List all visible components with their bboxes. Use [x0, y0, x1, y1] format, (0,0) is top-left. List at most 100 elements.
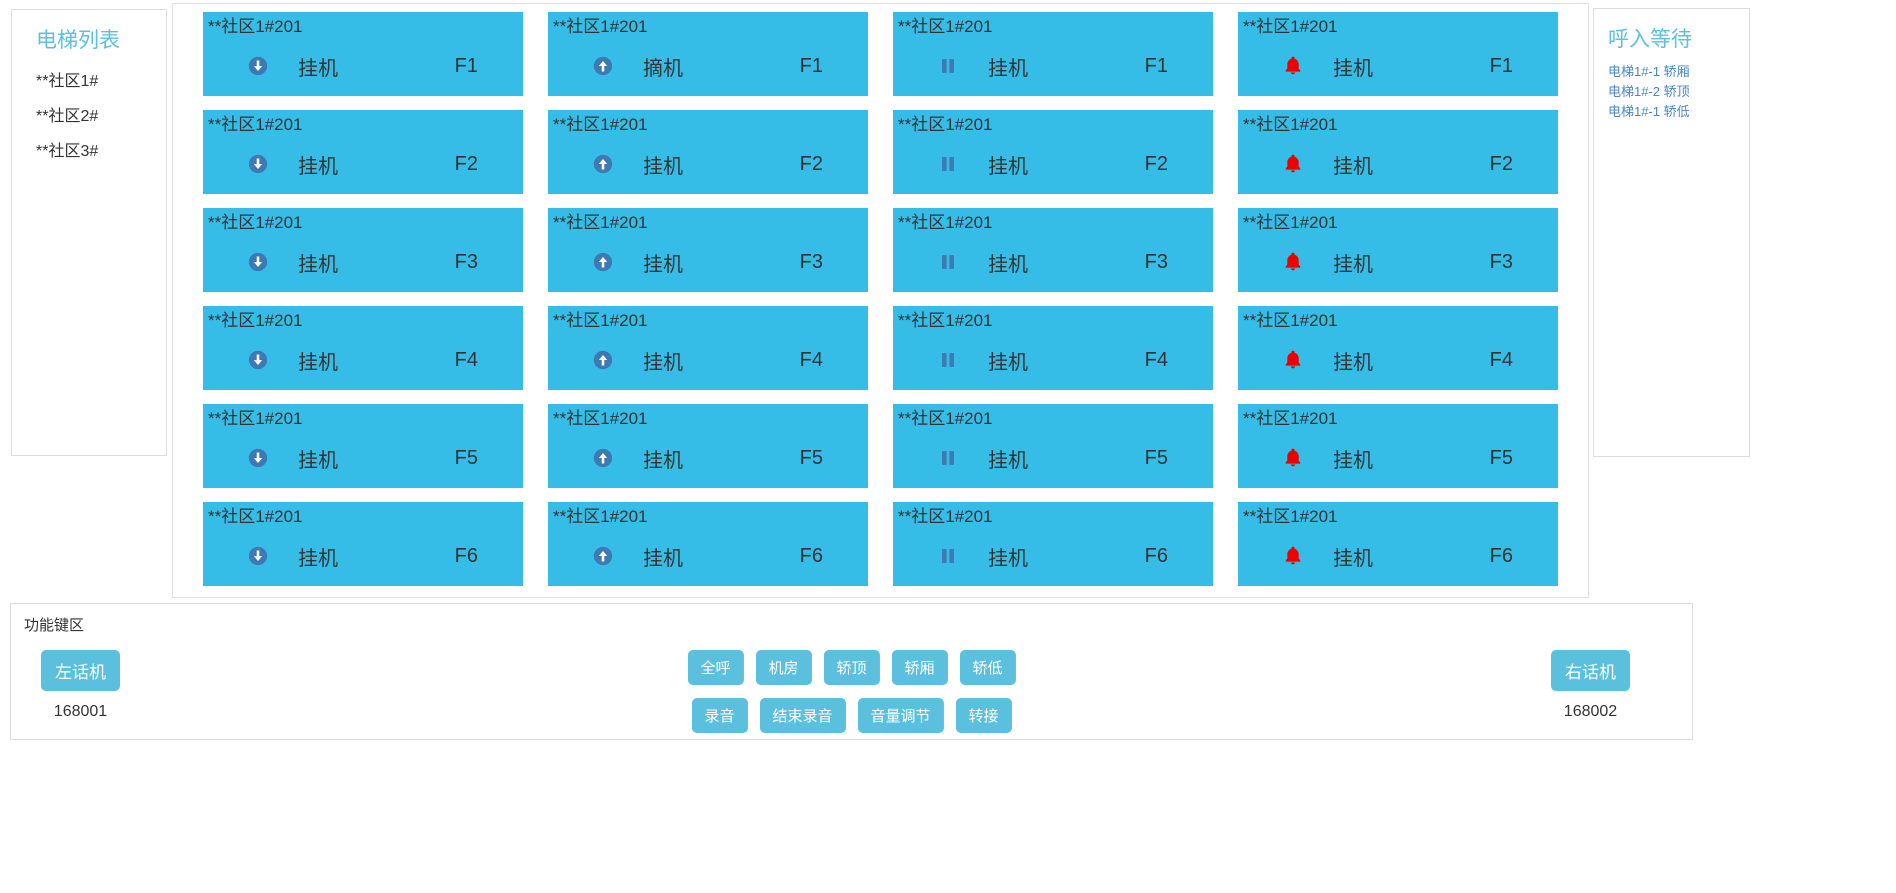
card-floor-label: F3 — [1144, 250, 1168, 273]
card-title: **社区1#201 — [1243, 17, 1338, 36]
elevator-list-panel: 电梯列表 **社区1# **社区2# **社区3# — [11, 9, 167, 456]
sidebar-item-community-1[interactable]: **社区1# — [36, 73, 99, 90]
elevator-card[interactable]: **社区1#201 挂机 F3 — [203, 208, 523, 292]
card-floor-label: F4 — [799, 348, 823, 371]
card-status-row: 挂机 F3 — [1238, 235, 1558, 289]
sidebar-item-community-3[interactable]: **社区3# — [36, 143, 99, 160]
card-title: **社区1#201 — [898, 115, 993, 134]
card-status-row: 挂机 F3 — [893, 235, 1213, 289]
car-top-button[interactable]: 轿顶 — [823, 650, 880, 685]
card-floor-label: F6 — [1489, 544, 1513, 567]
all-call-button[interactable]: 全呼 — [687, 650, 744, 685]
elevator-card[interactable]: **社区1#201 挂机 F3 — [893, 208, 1213, 292]
elevator-card[interactable]: **社区1#201 挂机 F4 — [548, 306, 868, 390]
card-title: **社区1#201 — [553, 311, 648, 330]
waiting-call-item[interactable]: 电梯1#-1 轿低 — [1608, 104, 1690, 119]
card-title: **社区1#201 — [898, 409, 993, 428]
card-status-row: 摘机 F1 — [548, 39, 868, 93]
arrow-down-circle-icon — [247, 55, 269, 77]
waiting-call-item[interactable]: 电梯1#-2 轿顶 — [1608, 84, 1690, 99]
card-status: 挂机 — [643, 155, 683, 178]
record-button[interactable]: 录音 — [691, 698, 748, 733]
elevator-card[interactable]: **社区1#201 挂机 F1 — [893, 12, 1213, 96]
card-floor-label: F4 — [1489, 348, 1513, 371]
card-title: **社区1#201 — [553, 409, 648, 428]
elevator-card[interactable]: **社区1#201 挂机 F3 — [1238, 208, 1558, 292]
card-status: 挂机 — [988, 449, 1028, 472]
elevator-card[interactable]: **社区1#201 挂机 F5 — [548, 404, 868, 488]
volume-adjust-button[interactable]: 音量调节 — [857, 698, 944, 733]
card-status-row: 挂机 F3 — [203, 235, 523, 289]
arrow-down-circle-icon — [247, 251, 269, 273]
card-floor-label: F3 — [1489, 250, 1513, 273]
card-floor-label: F5 — [1144, 446, 1168, 469]
elevator-card[interactable]: **社区1#201 挂机 F4 — [203, 306, 523, 390]
elevator-card[interactable]: **社区1#201 挂机 F6 — [1238, 502, 1558, 586]
card-status: 挂机 — [1333, 547, 1373, 570]
elevator-card[interactable]: **社区1#201 挂机 F6 — [203, 502, 523, 586]
pause-icon — [937, 251, 959, 273]
arrow-up-circle-icon — [592, 545, 614, 567]
card-floor-label: F2 — [1144, 152, 1168, 175]
arrow-up-circle-icon — [592, 447, 614, 469]
incoming-call-title: 呼入等待 — [1608, 28, 1692, 51]
card-status-row: 挂机 F6 — [1238, 529, 1558, 583]
pause-icon — [937, 55, 959, 77]
function-button-row-1: 全呼 机房 轿顶 轿厢 轿低 — [687, 650, 1016, 685]
elevator-card[interactable]: **社区1#201 挂机 F2 — [203, 110, 523, 194]
elevator-card[interactable]: **社区1#201 挂机 F1 — [1238, 12, 1558, 96]
elevator-grid: **社区1#201 挂机 F1 **社区1#201 挂机 F2 **社区1#201 挂机 F3 *… — [172, 3, 1589, 598]
bell-icon — [1282, 447, 1304, 469]
car-bottom-button[interactable]: 轿低 — [959, 650, 1016, 685]
elevator-list: **社区1# **社区2# **社区3# — [36, 64, 166, 169]
card-title: **社区1#201 — [1243, 213, 1338, 232]
card-title: **社区1#201 — [553, 115, 648, 134]
elevator-card[interactable]: **社区1#201 挂机 F5 — [893, 404, 1213, 488]
elevator-card[interactable]: **社区1#201 挂机 F6 — [548, 502, 868, 586]
card-floor-label: F5 — [1489, 446, 1513, 469]
stop-record-button[interactable]: 结束录音 — [759, 698, 846, 733]
card-title: **社区1#201 — [898, 213, 993, 232]
left-phone-button[interactable]: 左话机 — [41, 650, 120, 691]
elevator-card[interactable]: **社区1#201 挂机 F4 — [1238, 306, 1558, 390]
card-floor-label: F2 — [799, 152, 823, 175]
waiting-call-list: 电梯1#-1 轿厢 电梯1#-2 轿顶 电梯1#-1 轿低 — [1608, 62, 1749, 122]
elevator-card[interactable]: **社区1#201 挂机 F5 — [1238, 404, 1558, 488]
elevator-card[interactable]: **社区1#201 挂机 F5 — [203, 404, 523, 488]
transfer-button[interactable]: 转接 — [955, 698, 1012, 733]
elevator-card[interactable]: **社区1#201 挂机 F4 — [893, 306, 1213, 390]
elevator-card[interactable]: **社区1#201 挂机 F2 — [1238, 110, 1558, 194]
card-floor-label: F5 — [799, 446, 823, 469]
card-status: 挂机 — [988, 57, 1028, 80]
card-title: **社区1#201 — [553, 213, 648, 232]
elevator-card[interactable]: **社区1#201 挂机 F3 — [548, 208, 868, 292]
card-status: 挂机 — [988, 155, 1028, 178]
card-status: 挂机 — [298, 155, 338, 178]
card-status-row: 挂机 F4 — [893, 333, 1213, 387]
car-cabin-button[interactable]: 轿厢 — [891, 650, 948, 685]
card-status-row: 挂机 F2 — [203, 137, 523, 191]
card-status: 挂机 — [988, 547, 1028, 570]
card-status: 挂机 — [643, 449, 683, 472]
card-floor-label: F4 — [454, 348, 478, 371]
elevator-list-title: 电梯列表 — [36, 29, 120, 52]
card-status: 挂机 — [643, 351, 683, 374]
elevator-card[interactable]: **社区1#201 摘机 F1 — [548, 12, 868, 96]
waiting-call-item[interactable]: 电梯1#-1 轿厢 — [1608, 64, 1690, 79]
card-status-row: 挂机 F5 — [893, 431, 1213, 485]
machine-room-button[interactable]: 机房 — [755, 650, 812, 685]
card-status: 挂机 — [298, 253, 338, 276]
right-phone-button[interactable]: 右话机 — [1551, 650, 1630, 691]
card-status-row: 挂机 F2 — [893, 137, 1213, 191]
sidebar-item-community-2[interactable]: **社区2# — [36, 108, 99, 125]
card-floor-label: F2 — [1489, 152, 1513, 175]
card-status: 挂机 — [1333, 57, 1373, 80]
right-phone-group: 右话机 168002 — [1551, 650, 1630, 721]
card-title: **社区1#201 — [1243, 409, 1338, 428]
bell-icon — [1282, 153, 1304, 175]
elevator-card[interactable]: **社区1#201 挂机 F2 — [548, 110, 868, 194]
elevator-card[interactable]: **社区1#201 挂机 F6 — [893, 502, 1213, 586]
elevator-card[interactable]: **社区1#201 挂机 F2 — [893, 110, 1213, 194]
elevator-card[interactable]: **社区1#201 挂机 F1 — [203, 12, 523, 96]
bell-icon — [1282, 55, 1304, 77]
